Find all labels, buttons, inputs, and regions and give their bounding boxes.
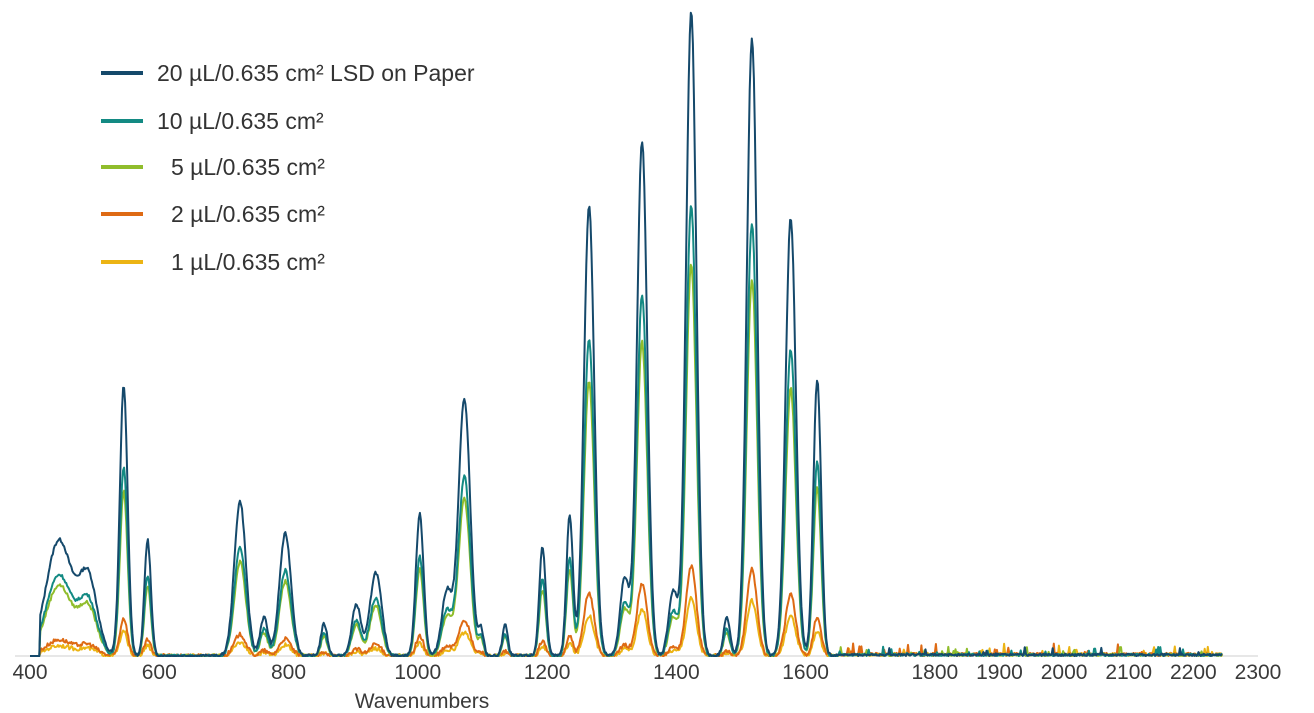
legend-item: 1 µL/0.635 cm² [101,249,325,275]
x-tick-label: 1900 [976,661,1023,684]
x-tick-label: 1800 [911,661,958,684]
x-tick-label: 2300 [1235,661,1282,684]
legend-label: 10 µL/0.635 cm² [157,108,324,134]
x-tick-label: 1000 [394,661,441,684]
legend-item: 5 µL/0.635 cm² [101,154,325,180]
x-axis-title: Wavenumbers [355,690,490,713]
x-tick-label: 600 [142,661,177,684]
legend-item: 10 µL/0.635 cm² [101,108,324,134]
legend-label: 1 µL/0.635 cm² [171,249,325,275]
series-layer [30,11,1224,657]
legend-item: 20 µL/0.635 cm² LSD on Paper [101,60,475,86]
x-tick-label: 400 [12,661,47,684]
legend-label: 5 µL/0.635 cm² [171,154,325,180]
series-line [30,263,1223,657]
x-tick-label: 2000 [1041,661,1088,684]
series-line [30,11,1223,657]
x-tick-label: 1200 [524,661,571,684]
legend-label: 2 µL/0.635 cm² [171,201,325,227]
x-tick-labels: 400 600 800 1000 1200 1400 1600 1800 1900 2000 210… [12,661,1281,684]
x-tick-label: 800 [271,661,306,684]
legend-item: 2 µL/0.635 cm² [101,201,325,227]
legend: 20 µL/0.635 cm² LSD on Paper 10 µL/0.635… [101,60,475,275]
x-tick-label: 1400 [653,661,700,684]
x-tick-label: 1600 [782,661,829,684]
x-tick-label: 2200 [1170,661,1217,684]
x-tick-label: 2100 [1105,661,1152,684]
legend-label: 20 µL/0.635 cm² LSD on Paper [157,60,475,86]
